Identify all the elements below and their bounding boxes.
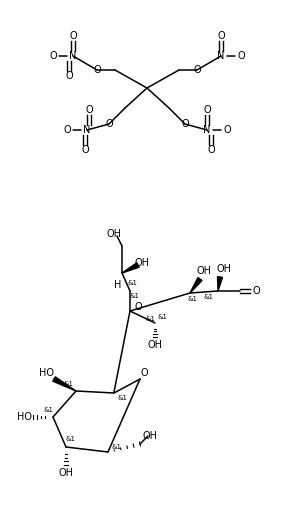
Text: OH: OH [143, 431, 158, 441]
Text: N: N [69, 51, 77, 61]
Text: O: O [81, 145, 89, 155]
Text: O: O [140, 368, 148, 378]
Text: H: H [114, 280, 122, 290]
Polygon shape [190, 278, 202, 293]
Text: O: O [223, 125, 231, 135]
Text: &1: &1 [187, 296, 197, 302]
Text: OH: OH [134, 258, 150, 268]
Polygon shape [122, 263, 139, 273]
Text: O: O [134, 302, 142, 312]
Text: O: O [63, 125, 71, 135]
Text: OH: OH [148, 340, 163, 350]
Polygon shape [218, 277, 223, 291]
Text: O: O [207, 145, 215, 155]
Text: O: O [49, 51, 57, 61]
Text: N: N [203, 125, 211, 135]
Text: O: O [217, 31, 225, 41]
Text: N: N [217, 51, 225, 61]
Text: O: O [85, 105, 93, 115]
Text: &1: &1 [63, 381, 73, 387]
Text: O: O [69, 31, 77, 41]
Text: HO: HO [39, 368, 54, 378]
Text: &1: &1 [111, 444, 121, 450]
Text: O: O [193, 65, 201, 75]
Text: O: O [237, 51, 245, 61]
Text: O: O [105, 119, 113, 129]
Text: OH: OH [196, 266, 211, 276]
Text: N: N [83, 125, 91, 135]
Text: &1: &1 [158, 314, 168, 320]
Text: O: O [252, 286, 260, 296]
Text: OH: OH [59, 468, 74, 478]
Text: OH: OH [106, 229, 121, 239]
Text: &1: &1 [117, 395, 127, 401]
Text: O: O [203, 105, 211, 115]
Text: &1: &1 [43, 407, 53, 413]
Polygon shape [53, 377, 76, 391]
Text: &1: &1 [128, 280, 138, 286]
Text: &1: &1 [130, 293, 140, 299]
Text: OH: OH [216, 264, 231, 274]
Text: O: O [181, 119, 189, 129]
Text: O: O [93, 65, 101, 75]
Text: &1: &1 [66, 436, 76, 442]
Text: O: O [65, 71, 73, 81]
Text: HO: HO [18, 412, 33, 422]
Text: &1: &1 [203, 294, 213, 300]
Text: &1: &1 [145, 316, 155, 322]
